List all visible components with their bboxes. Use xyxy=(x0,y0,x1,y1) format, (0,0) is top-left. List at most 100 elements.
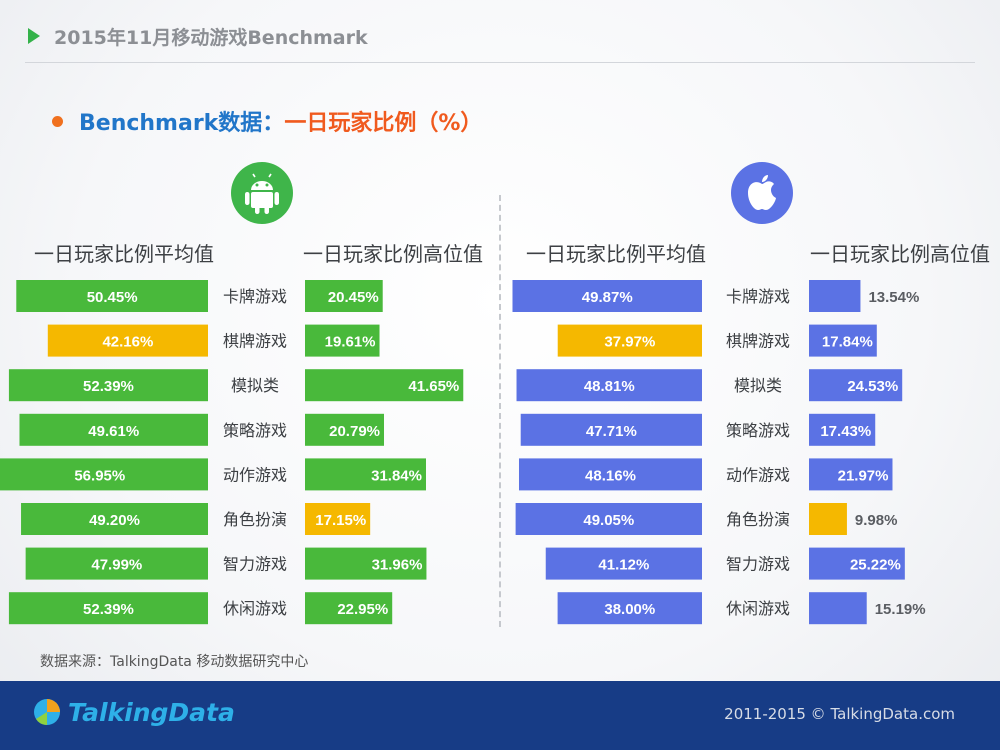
android-high-bar xyxy=(305,592,393,625)
data-source: 数据来源：TalkingData 移动数据研究中心 xyxy=(40,654,309,670)
ios-high-bar xyxy=(809,324,877,357)
android-average-bar xyxy=(8,369,209,402)
ios-high-bar xyxy=(809,369,903,402)
ios-high-value-label: 15.19% xyxy=(875,601,926,618)
footer-bar: TalkingData 2011-2015 © TalkingData.com xyxy=(0,681,1000,750)
ios-category-label: 模拟类 xyxy=(734,376,782,395)
android-average-bar xyxy=(47,324,209,357)
android-high-value-label: 31.96% xyxy=(372,557,423,574)
android-high-bar xyxy=(305,369,464,402)
android-high-value-label: 20.45% xyxy=(328,289,379,306)
ios-average-bar xyxy=(512,280,702,312)
ios-high-value-label: 21.97% xyxy=(838,467,889,484)
ios-category-label: 智力游戏 xyxy=(726,555,790,574)
ios-average-bar xyxy=(516,369,702,402)
ios-high-value-label: 24.53% xyxy=(847,378,898,395)
ios-average-bar xyxy=(557,324,702,357)
android-high-header: 一日玩家比例高位值 xyxy=(303,242,483,266)
android-high-bar xyxy=(305,503,371,535)
android-average-bar xyxy=(16,280,209,312)
ios-high-bar xyxy=(809,280,861,312)
ios-average-bar xyxy=(545,547,702,580)
android-category-label: 智力游戏 xyxy=(223,555,287,574)
ios-category-label: 棋牌游戏 xyxy=(726,332,790,351)
android-high-value-label: 19.61% xyxy=(325,334,376,351)
android-category-label: 棋牌游戏 xyxy=(223,332,287,351)
android-high-bar xyxy=(305,458,426,491)
ios-average-value-label: 47.71% xyxy=(586,423,637,440)
android-high-value-label: 31.84% xyxy=(371,467,422,484)
android-average-value-label: 56.95% xyxy=(74,467,125,484)
ios-average-value-label: 48.81% xyxy=(584,378,635,395)
android-high-bar xyxy=(305,280,383,312)
ios-average-value-label: 49.87% xyxy=(582,289,633,306)
ios-high-bar xyxy=(809,413,876,446)
ios-category-label: 角色扮演 xyxy=(726,510,790,529)
ios-high-bar xyxy=(809,458,893,491)
android-high-value-label: 17.15% xyxy=(315,512,366,529)
android-category-label: 策略游戏 xyxy=(223,421,287,440)
android-high-value-label: 22.95% xyxy=(337,601,388,618)
ios-category-label: 卡牌游戏 xyxy=(726,287,790,306)
android-average-bar xyxy=(25,547,208,580)
ios-average-bar xyxy=(557,592,702,625)
ios-average-header: 一日玩家比例平均值 xyxy=(526,242,706,266)
ios-high-value-label: 9.98% xyxy=(855,512,898,529)
page-header: 2015年11月移动游戏Benchmark xyxy=(28,22,368,50)
android-high-value-label: 41.65% xyxy=(408,378,459,395)
subtitle-metric: 一日玩家比例（%） xyxy=(284,111,483,136)
apple-icon xyxy=(731,162,793,224)
subtitle-prefix: Benchmark数据： xyxy=(79,111,285,136)
android-average-bar xyxy=(21,503,209,535)
bullet-icon xyxy=(52,115,63,127)
android-category-label: 模拟类 xyxy=(231,376,279,395)
android-average-value-label: 47.99% xyxy=(91,557,142,574)
ios-average-value-label: 41.12% xyxy=(598,557,649,574)
android-high-value-label: 20.79% xyxy=(329,423,380,440)
android-average-value-label: 52.39% xyxy=(83,378,134,395)
android-category-label: 休闲游戏 xyxy=(223,599,287,618)
android-high-bar xyxy=(305,324,380,357)
title-divider xyxy=(25,62,975,63)
page-title: 2015年11月移动游戏Benchmark xyxy=(54,26,368,49)
android-average-bar xyxy=(19,413,209,446)
ios-average-bar xyxy=(520,413,702,446)
ios-high-bar xyxy=(809,592,867,625)
android-average-bar xyxy=(8,592,209,625)
ios-high-value-label: 13.54% xyxy=(868,289,919,306)
ios-high-value-label: 25.22% xyxy=(850,557,901,574)
ios-average-value-label: 48.16% xyxy=(585,467,636,484)
ios-high-value-label: 17.43% xyxy=(820,423,871,440)
copyright: 2011-2015 © TalkingData.com xyxy=(724,705,955,723)
ios-average-value-label: 49.05% xyxy=(583,512,634,529)
ios-average-bar xyxy=(518,458,702,491)
ios-high-header: 一日玩家比例高位值 xyxy=(810,242,990,266)
ios-high-value-label: 17.84% xyxy=(822,334,873,351)
logo-icon xyxy=(34,699,60,726)
ios-high-bar xyxy=(809,547,905,580)
ios-category-label: 动作游戏 xyxy=(726,465,790,484)
ios-category-label: 休闲游戏 xyxy=(726,599,790,618)
ios-average-bar xyxy=(515,503,702,535)
android-high-bar xyxy=(305,413,385,446)
android-average-value-label: 49.20% xyxy=(89,512,140,529)
platform-divider xyxy=(499,195,501,627)
android-average-value-label: 52.39% xyxy=(83,601,134,618)
android-average-value-label: 50.45% xyxy=(87,289,138,306)
talkingdata-logo: TalkingData xyxy=(32,697,235,727)
android-high-bar xyxy=(305,547,427,580)
ios-average-value-label: 37.97% xyxy=(604,334,655,351)
android-average-bar xyxy=(0,458,209,491)
section-subtitle: Benchmark数据： 一日玩家比例（%） xyxy=(52,105,482,137)
play-icon xyxy=(28,28,40,44)
ios-high-bar xyxy=(809,503,847,535)
android-average-value-label: 49.61% xyxy=(88,423,139,440)
android-category-label: 角色扮演 xyxy=(223,510,287,529)
android-category-label: 动作游戏 xyxy=(223,465,287,484)
logo-text: TalkingData xyxy=(68,697,235,727)
ios-average-value-label: 38.00% xyxy=(604,601,655,618)
android-average-value-label: 42.16% xyxy=(102,334,153,351)
android-icon xyxy=(231,162,293,224)
android-category-label: 卡牌游戏 xyxy=(223,287,287,306)
